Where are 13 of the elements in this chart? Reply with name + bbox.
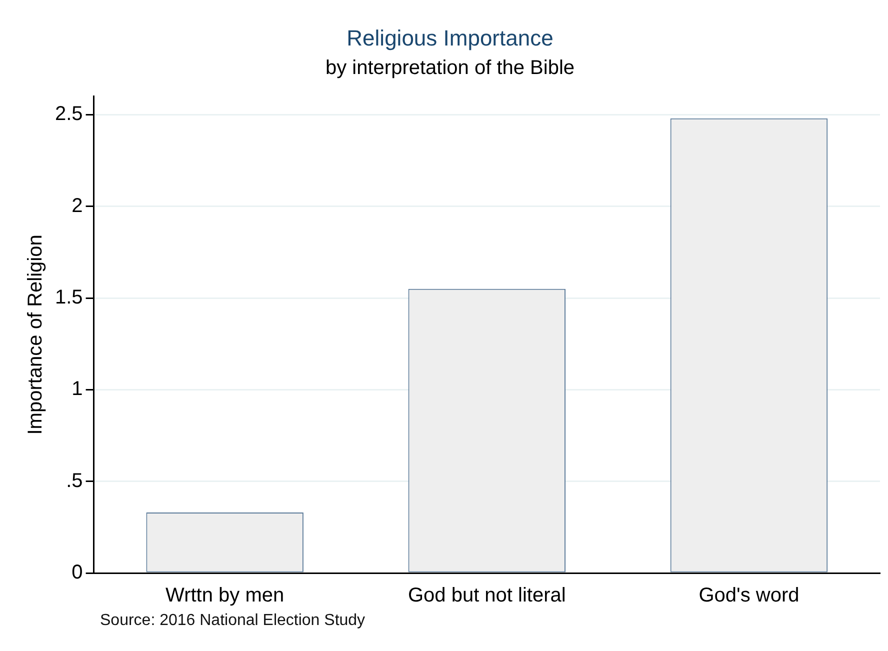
chart-title: Religious Importance bbox=[346, 25, 554, 50]
y-tick-label: 1 bbox=[72, 378, 83, 400]
y-axis-title: Importance of Religion bbox=[24, 234, 47, 435]
x-tick-label: God's word bbox=[698, 584, 800, 607]
y-tick-label: 2.5 bbox=[54, 103, 83, 126]
x-tick-label: Wrttn by men bbox=[166, 584, 284, 607]
source-note: Source: 2016 National Election Study bbox=[100, 612, 366, 629]
chart-subtitle: by interpretation of the Bible bbox=[325, 56, 575, 79]
x-tick-label: God but not literal bbox=[408, 584, 566, 607]
y-tick-label: 0 bbox=[72, 562, 83, 584]
y-tick-label: 1.5 bbox=[54, 286, 83, 309]
y-tick-label: .5 bbox=[66, 470, 83, 492]
y-tick-label: 2 bbox=[72, 194, 83, 217]
